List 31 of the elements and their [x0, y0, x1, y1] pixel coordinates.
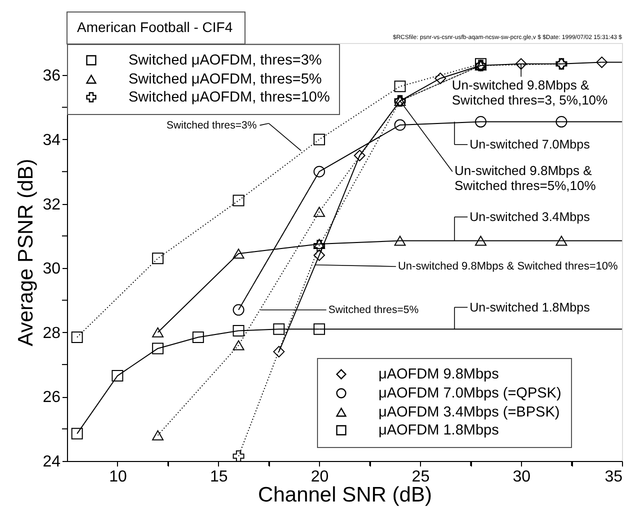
legend-label: μAOFDM 3.4Mbps (=BPSK)	[378, 404, 560, 420]
annotation: Un-switched 1.8Mbps	[470, 300, 590, 314]
y-tick-label: 34	[42, 132, 61, 149]
x-tick-label: 25	[412, 468, 430, 486]
x-tick-label: 35	[604, 468, 623, 486]
x-tick-label: 30	[512, 468, 531, 486]
y-tick-label: 24	[42, 454, 61, 470]
x-tick-label: 10	[109, 468, 127, 486]
legend-label: Switched μAOFDM, thres=10%	[128, 89, 330, 106]
annotation: Un-switched 9.8Mbps & Switched thres=10%	[398, 260, 618, 272]
x-tick-label: 15	[210, 468, 228, 486]
y-tick-label: 26	[42, 389, 61, 406]
chart-title: American Football - CIF4	[77, 19, 233, 35]
annotation: Un-switched 9.8Mbps & Switched thres=5%,10%	[454, 163, 596, 194]
annotation: Un-switched 7.0Mbps	[470, 138, 590, 152]
legend-label: μAOFDM 9.8Mbps	[378, 366, 499, 382]
legend-label: Switched μAOFDM, thres=5%	[128, 71, 322, 88]
annotation: Un-switched 3.4Mbps	[470, 210, 590, 224]
legend-label: Switched μAOFDM, thres=3%	[128, 52, 322, 68]
annotation: Un-switched 9.8Mbps & Switched thres=3, 5%,10%	[452, 77, 608, 108]
x-axis-title: Channel SNR (dB)	[258, 484, 432, 506]
x-tick-label: 20	[310, 468, 329, 486]
y-tick-label: 30	[42, 260, 61, 278]
y-tick-label: 36	[42, 68, 61, 85]
legend-label: μAOFDM 7.0Mbps (=QPSK)	[378, 385, 562, 402]
annotation: Switched thres=3%	[166, 119, 257, 132]
y-tick-label: 28	[42, 324, 61, 342]
y-tick-label: 32	[42, 196, 61, 214]
annotation: Switched thres=5%	[328, 304, 419, 316]
legend-label: μAOFDM 1.8Mbps	[378, 422, 499, 438]
y-axis-title: Average PSNR (dB)	[14, 158, 38, 346]
